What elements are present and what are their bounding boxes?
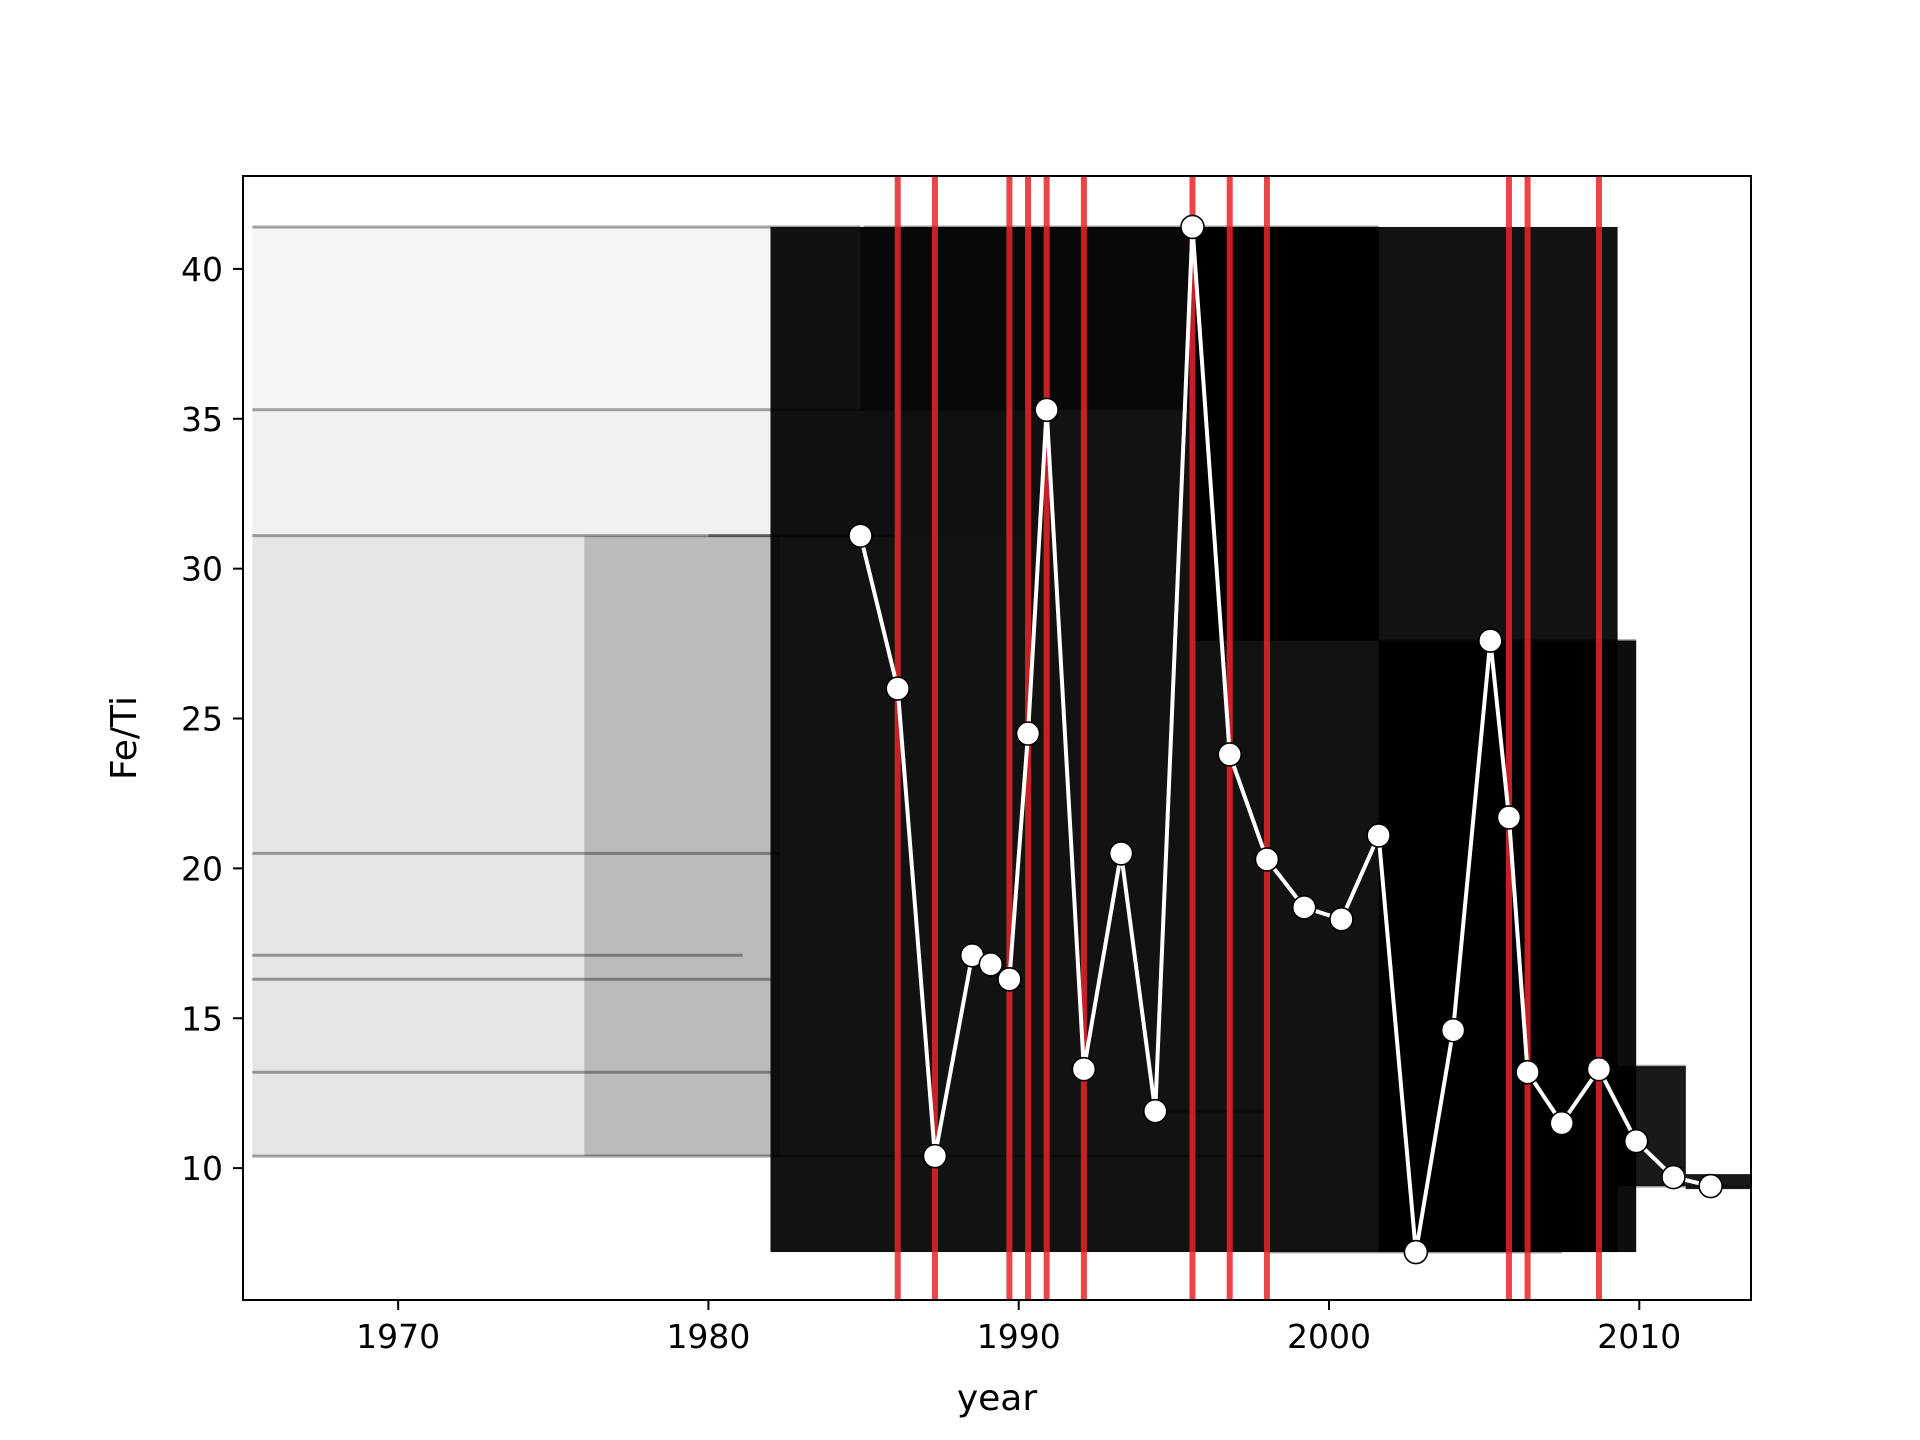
data-point: [1180, 214, 1205, 240]
data-point: [1015, 721, 1041, 746]
data-point: [978, 951, 1004, 977]
data-point: [1071, 1056, 1097, 1082]
data-point: [1440, 1017, 1466, 1043]
y-tick-label: 35: [181, 400, 223, 439]
y-tick-label: 25: [181, 700, 223, 739]
x-tick-label: 2010: [1597, 1317, 1681, 1356]
data-point: [1478, 628, 1503, 653]
x-tick-label: 1980: [666, 1317, 750, 1356]
data-point: [1217, 742, 1243, 767]
data-point: [1108, 841, 1134, 866]
data-point: [1291, 895, 1317, 920]
data-point: [1403, 1239, 1429, 1265]
y-tick-label: 20: [181, 849, 223, 888]
trace-band: [252, 409, 1047, 536]
data-point: [922, 1143, 948, 1169]
y-tick-label: 10: [181, 1149, 223, 1188]
data-point: [997, 966, 1022, 992]
data-point: [1034, 397, 1059, 423]
y-axis: 10 15 20 25 30 35 40: [181, 250, 243, 1188]
data-point: [1586, 1056, 1612, 1082]
y-axis-label: Fe/Ti: [104, 696, 145, 780]
trace-band: [252, 535, 780, 1157]
data-point: [1661, 1164, 1686, 1190]
data-point: [1496, 805, 1522, 830]
data-point: [1254, 847, 1280, 872]
y-tick-label: 15: [181, 999, 223, 1038]
y-tick-label: 30: [181, 550, 223, 589]
data-point: [1366, 823, 1391, 848]
data-point: [885, 676, 911, 701]
trace-band: [252, 226, 861, 410]
x-tick-label: 1990: [977, 1317, 1061, 1356]
x-axis: 1970 1980 1990 2000 2010: [356, 1300, 1681, 1356]
data-point: [1698, 1173, 1723, 1199]
data-point: [1329, 907, 1354, 932]
plot-frame: [242, 175, 1752, 1301]
x-tick-label: 2000: [1287, 1317, 1371, 1356]
data-point: [1623, 1128, 1649, 1154]
data-point: [1549, 1110, 1575, 1136]
vertical-markers: [894, 176, 1602, 1300]
data-point: [1142, 1098, 1168, 1124]
data-point: [1515, 1059, 1540, 1085]
trace-band: [584, 535, 780, 1157]
trace-band: [1192, 226, 1379, 641]
x-axis-label: year: [957, 1378, 1038, 1419]
data-point: [848, 523, 873, 548]
x-tick-label: 1970: [356, 1317, 440, 1356]
data-series: [848, 214, 1723, 1265]
y-tick-label: 40: [181, 250, 223, 289]
